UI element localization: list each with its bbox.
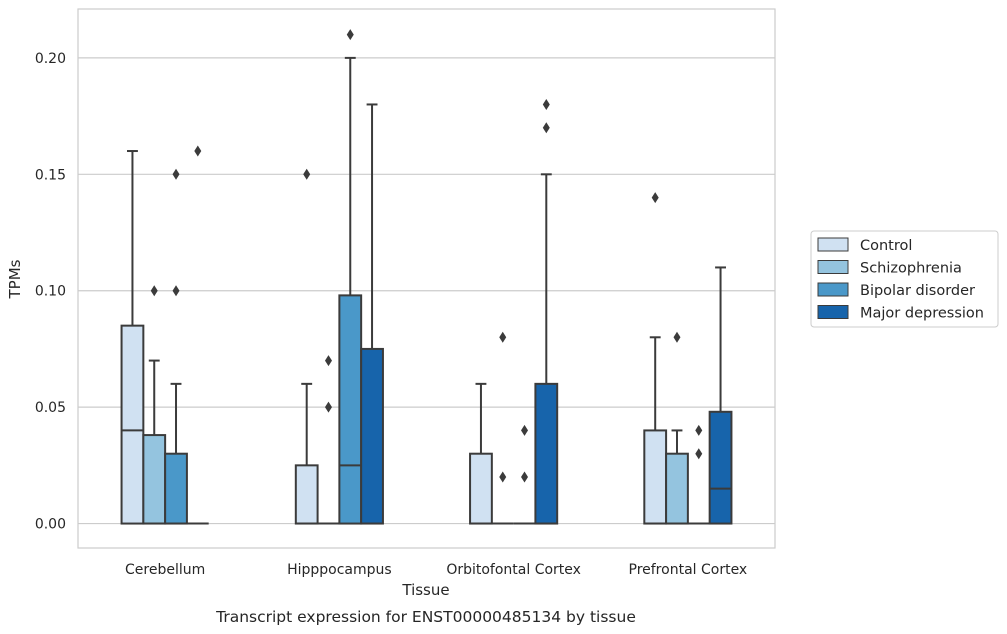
box-body (142, 434, 167, 525)
series-major-depression (186, 98, 733, 525)
series-bipolar-disorder (164, 29, 710, 525)
outlier-point (695, 424, 703, 436)
outlier-point (499, 331, 507, 343)
box (469, 382, 493, 525)
outlier-point (651, 192, 659, 204)
y-tick-labels: 0.00 0.05 0.10 0.15 0.20 (35, 51, 66, 533)
legend-frame (810, 230, 999, 328)
box (338, 29, 363, 525)
legend-swatch (817, 305, 849, 319)
legend-item: Major depression (817, 305, 984, 322)
x-tick-label: Orbitofontal Cortex (446, 562, 581, 578)
box (665, 331, 689, 525)
legend-swatch (817, 282, 849, 297)
outlier-point (521, 424, 529, 436)
box (708, 266, 733, 525)
outlier-point (324, 401, 332, 413)
box-body (338, 294, 363, 525)
outlier-point (542, 122, 550, 134)
outlier-point (172, 285, 180, 297)
outlier-point (172, 168, 180, 180)
box (534, 98, 559, 525)
series-schizophrenia (142, 285, 689, 525)
outlier-point (150, 285, 158, 297)
legend-label: Bipolar disorder (860, 283, 975, 299)
box-body (164, 452, 188, 525)
box (513, 424, 536, 525)
y-tick-label: 0.00 (35, 517, 66, 533)
x-tick-label: Prefrontal Cortex (629, 562, 748, 578)
outlier-point (673, 331, 681, 343)
box (491, 331, 514, 525)
box (687, 424, 710, 525)
x-tick-label: Hipppocampus (287, 562, 392, 578)
box-body (294, 464, 319, 525)
outlier-point (194, 145, 202, 157)
legend-swatch (817, 260, 849, 274)
box-series (120, 29, 733, 525)
y-axis-label: TPMs (6, 259, 24, 299)
box-body (469, 452, 493, 525)
outlier-point (499, 471, 507, 483)
outlier-point (542, 98, 550, 110)
box (294, 168, 319, 525)
chart-caption: Transcript expression for ENST0000048513… (215, 608, 636, 626)
legend: Control Schizophrenia Bipolar disorder Majo… (810, 230, 999, 328)
box (164, 168, 188, 525)
box (317, 355, 340, 525)
x-axis-label: Tissue (401, 581, 449, 599)
y-tick-label: 0.10 (35, 284, 66, 300)
box-body (360, 347, 384, 525)
box-body (534, 382, 559, 525)
box-body (665, 452, 689, 525)
outlier-point (521, 471, 529, 483)
x-tick-labels: Cerebellum Hipppocampus Orbitofontal Corte… (125, 562, 747, 578)
legend-swatch (817, 237, 849, 252)
box-body (120, 324, 145, 525)
legend-item: Bipolar disorder (817, 282, 975, 299)
box (120, 150, 145, 525)
outlier-point (303, 168, 311, 180)
y-tick-label: 0.05 (35, 400, 66, 416)
legend-label: Schizophrenia (860, 261, 962, 277)
outlier-point (695, 448, 703, 460)
legend-label: Major depression (860, 306, 984, 322)
box-body (708, 410, 733, 525)
y-tick-label: 0.15 (35, 167, 66, 183)
legend-item: Schizophrenia (817, 260, 962, 277)
outlier-point (324, 355, 332, 367)
legend-label: Control (860, 238, 912, 254)
y-tick-label: 0.20 (35, 51, 66, 67)
plot-frame (77, 8, 776, 549)
box (360, 103, 384, 525)
box (186, 145, 209, 525)
box (643, 192, 668, 525)
series-control (120, 150, 668, 525)
x-tick-label: Cerebellum (125, 562, 205, 578)
legend-item: Control (817, 237, 912, 254)
box-body (643, 429, 668, 525)
outlier-point (346, 29, 354, 41)
